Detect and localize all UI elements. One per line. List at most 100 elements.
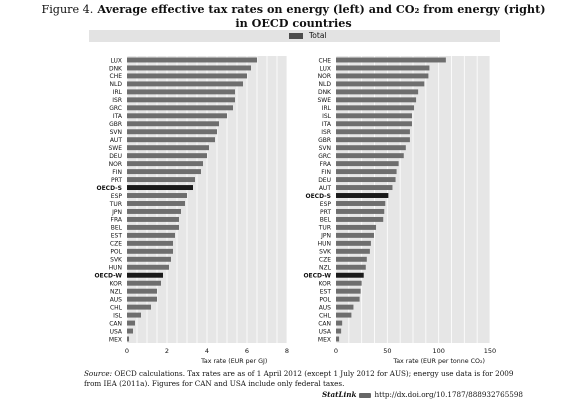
- x-tick-label: 100: [432, 347, 444, 355]
- category-label: OECD-S: [305, 193, 331, 200]
- category-label: FRA: [111, 217, 123, 224]
- legend-label: Total: [309, 31, 327, 40]
- category-label: SVK: [319, 249, 332, 256]
- bar-pol: [336, 296, 360, 302]
- category-label: OECD-S: [96, 185, 122, 192]
- figure-label: Figure 4.: [41, 3, 94, 16]
- category-label: ITA: [322, 121, 332, 128]
- bar-grc: [336, 153, 404, 159]
- category-label: DEU: [109, 153, 122, 160]
- bar-nzl: [336, 264, 366, 270]
- category-label: ISL: [113, 312, 123, 319]
- category-label: ESP: [111, 193, 123, 200]
- category-label: AUS: [110, 296, 122, 303]
- category-label: IRL: [113, 89, 123, 96]
- bar-hun: [336, 240, 371, 246]
- category-label: GBR: [318, 137, 331, 144]
- bar-kor: [336, 280, 362, 286]
- bar-cze: [336, 256, 367, 262]
- source-label: Source:: [84, 369, 113, 378]
- bar-nld: [127, 81, 243, 87]
- bar-kor: [127, 280, 161, 286]
- bar-isr: [127, 97, 235, 103]
- category-label: OECD-W: [94, 273, 122, 280]
- bar-swe: [127, 145, 209, 151]
- category-label: SVN: [319, 145, 331, 152]
- category-label: TUR: [109, 201, 122, 208]
- bar-prt: [127, 177, 195, 183]
- bar-fra: [336, 161, 399, 167]
- bar-deu: [127, 153, 207, 159]
- category-label: IRL: [322, 105, 332, 112]
- category-label: NOR: [109, 161, 122, 168]
- category-label: USA: [110, 328, 123, 335]
- bar-est: [127, 232, 175, 238]
- x-tick-label: 150: [484, 347, 496, 355]
- category-label: GRC: [318, 153, 331, 160]
- bar-ita: [336, 121, 412, 127]
- category-label: TUR: [318, 225, 331, 232]
- figure-title-line1: Average effective tax rates on energy (l…: [97, 2, 546, 16]
- bar-est: [336, 288, 361, 294]
- category-label: PRT: [320, 209, 331, 216]
- category-label: ISL: [322, 113, 332, 120]
- x-tick-label: 50: [383, 347, 391, 355]
- category-label: EST: [111, 233, 123, 240]
- category-label: GRC: [109, 105, 122, 112]
- bar-oecd-w: [336, 272, 364, 278]
- category-label: SWE: [108, 145, 122, 152]
- category-label: NOR: [318, 73, 331, 80]
- x-tick-label: 8: [285, 347, 289, 355]
- bar-jpn: [127, 208, 181, 214]
- statlink: StatLink http://dx.doi.org/10.1787/888932…: [322, 390, 523, 399]
- statlink-url[interactable]: http://dx.doi.org/10.1787/888932765598: [374, 390, 523, 399]
- bar-dnk: [336, 89, 419, 95]
- category-label: DEU: [318, 177, 331, 184]
- category-label: USA: [319, 328, 332, 335]
- category-label: JPN: [111, 209, 122, 216]
- category-label: NLD: [319, 81, 332, 88]
- bar-oecd-s: [336, 193, 389, 198]
- category-label: LUX: [110, 57, 122, 64]
- bar-usa: [336, 328, 342, 334]
- bar-nor: [127, 161, 203, 167]
- bar-tur: [336, 224, 377, 230]
- bar-prt: [336, 208, 385, 214]
- category-label: MEX: [318, 336, 331, 343]
- bar-mex: [336, 336, 340, 342]
- category-label: CHL: [110, 304, 123, 311]
- bar-oecd-s: [127, 185, 193, 191]
- bar-bel: [336, 216, 384, 222]
- bar-irl: [336, 105, 415, 111]
- category-label: NZL: [319, 265, 332, 272]
- figure-title: Figure 4. Average effective tax rates on …: [0, 3, 587, 30]
- bar-nzl: [127, 288, 157, 294]
- figure-title-line2: in OECD countries: [235, 15, 352, 30]
- bar-lux: [336, 65, 430, 71]
- category-label: GBR: [109, 121, 122, 128]
- bar-esp: [336, 201, 386, 206]
- bar-chl: [127, 304, 151, 310]
- category-label: DNK: [318, 89, 332, 96]
- category-label: CAN: [109, 320, 122, 327]
- source-text: OECD calculations. Tax rates are as of 1…: [84, 369, 514, 388]
- bar-isl: [127, 312, 141, 318]
- bar-esp: [127, 193, 187, 198]
- category-label: CZE: [110, 241, 122, 248]
- category-label: SVK: [110, 257, 123, 264]
- category-label: ISR: [112, 97, 122, 104]
- category-label: AUT: [319, 185, 331, 192]
- category-label: FRA: [320, 161, 332, 168]
- x-tick-label: 2: [165, 347, 169, 355]
- source-note: Source: OECD calculations. Tax rates are…: [84, 369, 514, 389]
- category-label: ESP: [320, 201, 332, 208]
- bar-bel: [127, 224, 179, 230]
- category-label: MEX: [109, 336, 122, 343]
- bar-chl: [336, 312, 352, 318]
- category-label: BEL: [320, 217, 332, 224]
- x-tick-label: 4: [205, 347, 209, 355]
- category-label: CAN: [318, 320, 331, 327]
- category-label: AUT: [110, 137, 122, 144]
- bar-aut: [336, 185, 393, 191]
